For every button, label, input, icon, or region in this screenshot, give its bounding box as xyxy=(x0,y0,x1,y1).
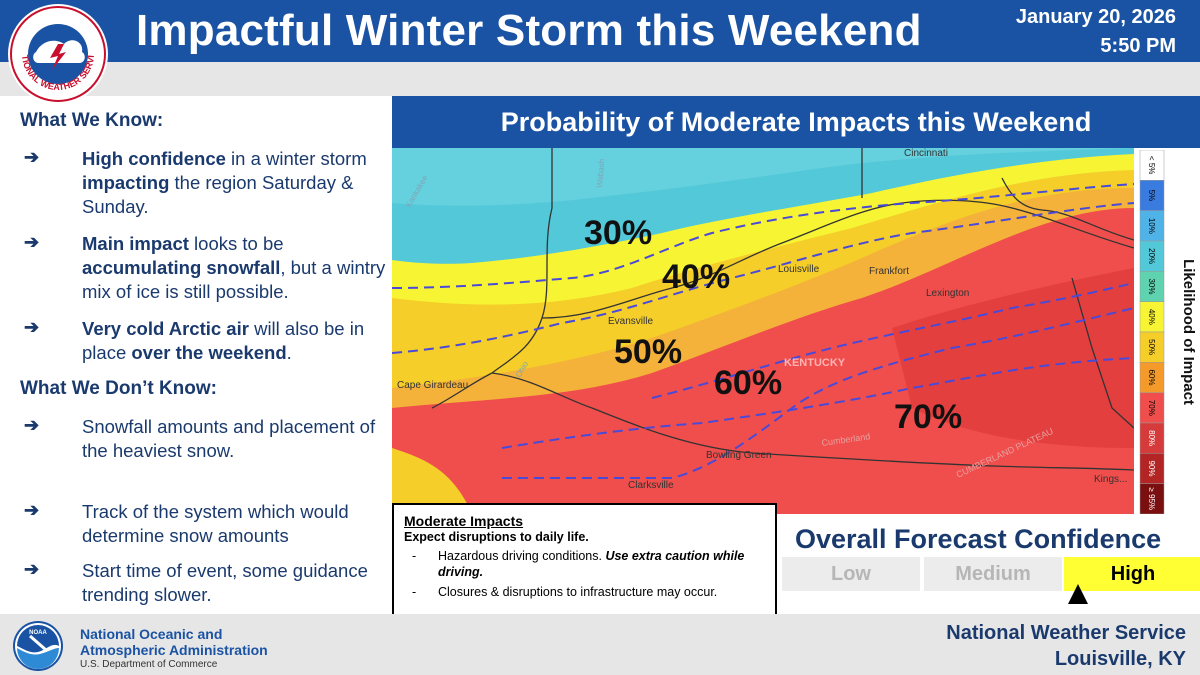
city-clarksville: Clarksville xyxy=(628,480,674,491)
city-cincinnati: Cincinnati xyxy=(904,148,948,159)
legend-swatch xyxy=(1139,453,1165,484)
label-40: 40% xyxy=(662,258,730,296)
city-kingsport: Kings... xyxy=(1094,474,1127,485)
map-zone-east xyxy=(892,268,1134,448)
legend-label: 30% xyxy=(1147,278,1156,294)
dont-know-item-text: Start time of event, some guidance trend… xyxy=(82,560,368,605)
dont-know-item-text: Snowfall amounts and placement of the he… xyxy=(82,416,376,461)
noaa-logo: NOAA xyxy=(13,621,63,671)
legend-label: 10% xyxy=(1147,218,1156,234)
confidence-marker-icon xyxy=(1068,584,1088,604)
noaa-name-line1: National Oceanic and xyxy=(80,626,223,642)
arrow-icon: ➔ xyxy=(24,559,40,579)
impact-item: - Closures & disruptions to infrastructu… xyxy=(412,585,718,599)
legend-title: Likelihood of Impact xyxy=(1180,259,1197,405)
city-bowling-green: Bowling Green xyxy=(706,450,772,461)
legend-swatch xyxy=(1139,362,1165,393)
legend-swatch xyxy=(1139,210,1165,242)
noaa-logo-text: NOAA xyxy=(29,630,47,636)
left-panel: What We Know: ➔ High confidence in a win… xyxy=(0,96,390,614)
arrow-icon: ➔ xyxy=(24,147,40,167)
city-lexington: Lexington xyxy=(926,288,969,299)
what-we-dont-know-heading: What We Don’t Know: xyxy=(20,378,218,399)
probability-map: 30% 40% 50% 60% 70% Cincinnati Louisvill… xyxy=(392,148,1134,514)
know-item-text: Main impact looks to be accumulating sno… xyxy=(82,233,386,302)
label-50: 50% xyxy=(614,333,682,371)
legend-swatch xyxy=(1139,483,1165,515)
issue-time: 5:50 PM xyxy=(1100,35,1176,57)
impact-item: - Hazardous driving conditions. Use extr… xyxy=(412,549,745,579)
legend-swatch xyxy=(1139,301,1165,333)
legend-swatch xyxy=(1139,271,1165,302)
impact-item-emphasis: Use extra caution while driving. xyxy=(438,549,745,579)
map-zone-20 xyxy=(392,148,1134,206)
what-we-know-heading: What We Know: xyxy=(20,110,164,131)
region-wabash: Wabash xyxy=(595,158,606,188)
map-title: Probability of Moderate Impacts this Wee… xyxy=(392,96,1200,148)
arrow-icon: ➔ xyxy=(24,500,40,520)
header-bar: Impactful Winter Storm this Weekend Janu… xyxy=(0,0,1200,62)
legend-label: 40% xyxy=(1147,309,1156,325)
noaa-department: U.S. Department of Commerce xyxy=(80,659,218,670)
nws-logo: NATIONAL WEATHER SERVICE xyxy=(6,2,108,104)
legend-label: 20% xyxy=(1147,248,1156,264)
legend-label: < 5% xyxy=(1147,156,1156,174)
arrow-icon: ➔ xyxy=(24,317,40,337)
legend-label: 70% xyxy=(1147,400,1156,416)
office-name: National Weather Service xyxy=(946,622,1186,644)
label-70: 70% xyxy=(894,398,962,436)
label-60: 60% xyxy=(714,364,782,402)
legend-label: 60% xyxy=(1147,369,1156,385)
legend-graphic: < 5% 5% 10% 20% 30% 40% 50% 60% 70% 80% 90% ≥ 95% L… xyxy=(1139,149,1197,515)
impact-item-text: Hazardous driving conditions. xyxy=(438,549,606,563)
map-legend: < 5% 5% 10% 20% 30% 40% 50% 60% 70% 80% 90% ≥ 95% L… xyxy=(1138,149,1200,515)
city-cape-girardeau: Cape Girardeau xyxy=(397,380,468,391)
impact-item-text: Closures & disruptions to infrastructure… xyxy=(438,585,718,599)
map-zone-corner xyxy=(392,448,472,514)
issue-date: January 20, 2026 xyxy=(1015,6,1176,28)
label-30: 30% xyxy=(584,214,652,252)
know-item-text: High confidence in a winter storm impact… xyxy=(82,148,367,217)
arrow-icon: ➔ xyxy=(24,232,40,252)
arrow-icon: ➔ xyxy=(24,415,40,435)
noaa-name-line2: Atmospheric Administration xyxy=(80,642,268,658)
city-frankfort: Frankfort xyxy=(869,266,909,277)
impact-box-subtitle: Expect disruptions to daily life. xyxy=(404,530,589,544)
office-location: Louisville, KY xyxy=(1054,648,1186,670)
confidence-low: Low xyxy=(782,557,920,591)
impact-box-title: Moderate Impacts xyxy=(404,513,524,529)
map-panel: Probability of Moderate Impacts this Wee… xyxy=(392,96,1200,516)
legend-label: 50% xyxy=(1147,339,1156,355)
legend-label: 5% xyxy=(1147,190,1156,202)
dont-know-item-text: Track of the system which would determin… xyxy=(82,501,349,546)
confidence-title: Overall Forecast Confidence xyxy=(795,524,1162,554)
know-item-text: Very cold Arctic air will also be in pla… xyxy=(82,318,365,363)
subheader-band xyxy=(0,62,1200,96)
city-evansville: Evansville xyxy=(608,316,653,327)
confidence-high: High xyxy=(1064,557,1200,591)
legend-label: ≥ 95% xyxy=(1147,488,1156,511)
legend-swatch xyxy=(1139,331,1165,363)
impact-definition-box: Moderate Impacts Expect disruptions to d… xyxy=(392,503,777,621)
city-louisville: Louisville xyxy=(778,264,820,275)
legend-swatch xyxy=(1139,392,1165,424)
region-kentucky: KENTUCKY xyxy=(784,357,846,369)
legend-swatch xyxy=(1139,422,1165,454)
confidence-medium: Medium xyxy=(924,557,1062,591)
boundaries xyxy=(431,148,1134,471)
legend-label: 90% xyxy=(1147,460,1156,476)
page-title: Impactful Winter Storm this Weekend xyxy=(136,6,922,55)
contour-lines xyxy=(392,183,1134,480)
legend-label: 80% xyxy=(1147,430,1156,446)
footer: NOAA National Oceanic and Atmospheric Ad… xyxy=(0,614,1200,675)
